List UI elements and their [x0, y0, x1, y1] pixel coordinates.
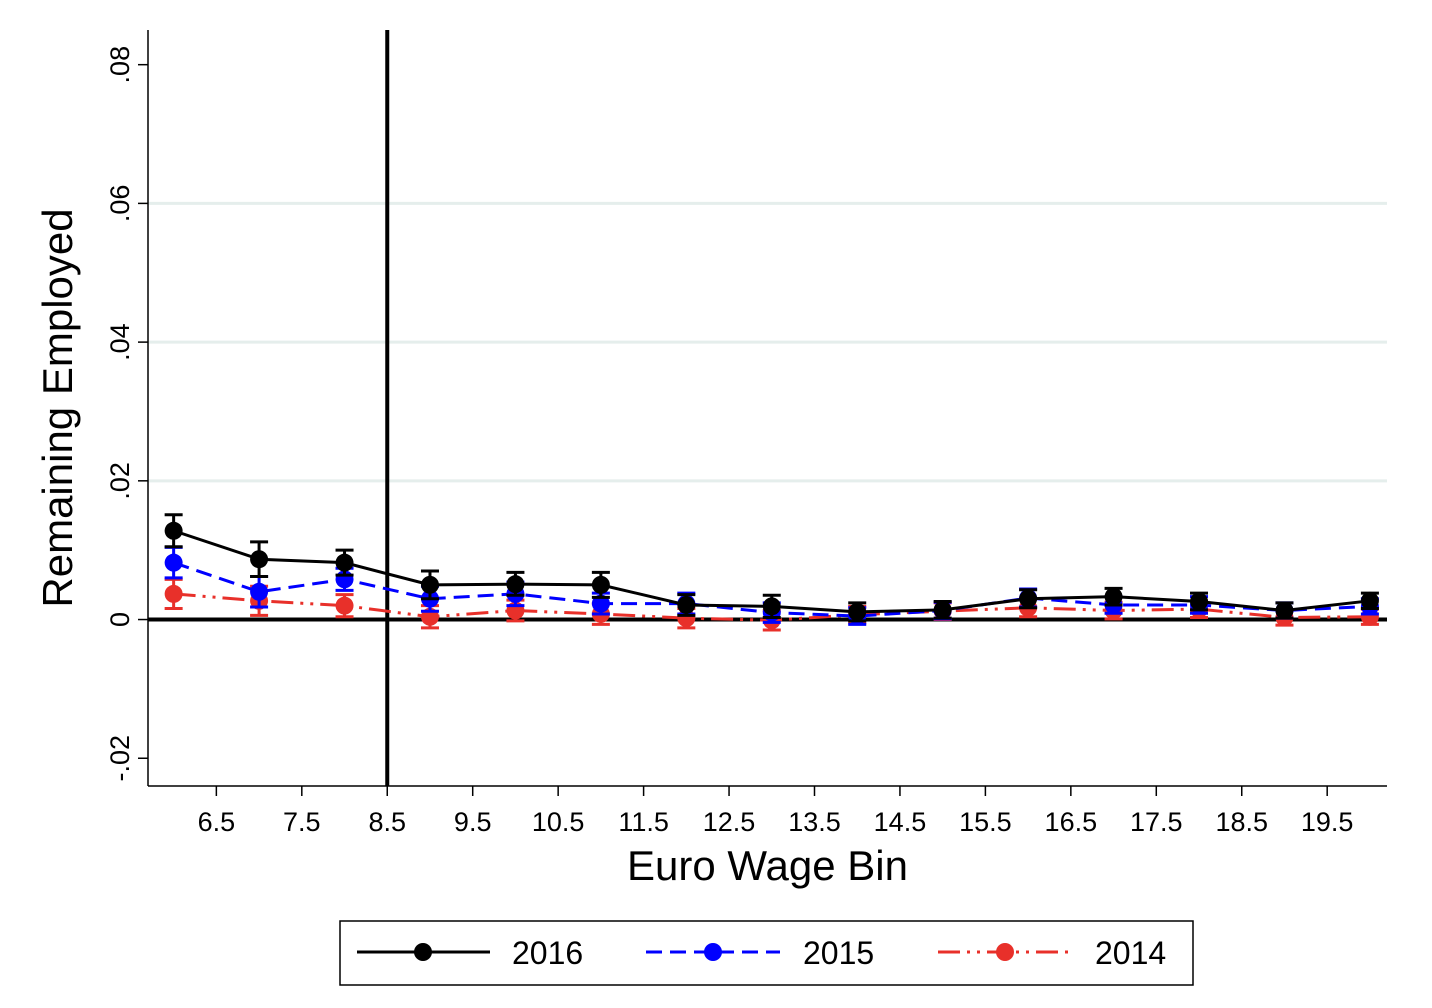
- legend-label: 2015: [803, 935, 874, 971]
- data-point: [762, 597, 781, 616]
- data-point: [1275, 601, 1294, 620]
- x-tick-label: 16.5: [1045, 807, 1098, 837]
- data-point: [506, 575, 525, 594]
- data-point: [677, 595, 696, 614]
- x-tick-label: 6.5: [198, 807, 236, 837]
- x-tick-label: 10.5: [532, 807, 585, 837]
- y-tick-label: .06: [105, 185, 135, 223]
- data-point: [250, 550, 269, 569]
- data-point: [420, 575, 439, 594]
- data-point: [848, 602, 867, 621]
- data-point: [1360, 591, 1379, 610]
- data-point: [1190, 592, 1209, 611]
- x-tick-label: 8.5: [368, 807, 406, 837]
- data-point: [164, 521, 183, 540]
- y-axis-title: Remaining Employed: [34, 208, 81, 607]
- data-point: [1104, 587, 1123, 606]
- legend-label: 2016: [512, 935, 583, 971]
- x-tick-label: 7.5: [283, 807, 321, 837]
- x-axis-title: Euro Wage Bin: [627, 842, 908, 889]
- y-tick-label: .02: [105, 462, 135, 500]
- x-tick-label: 14.5: [874, 807, 927, 837]
- legend-item-2014: 2014: [938, 935, 1166, 971]
- legend: 2016 2015 2014: [339, 920, 1194, 986]
- series-2016: [164, 513, 1379, 623]
- x-tick-label: 11.5: [618, 807, 669, 837]
- data-point: [335, 596, 354, 615]
- series-layer: [164, 513, 1379, 632]
- x-tick-label: 19.5: [1301, 807, 1354, 837]
- x-tick-label: 13.5: [788, 807, 841, 837]
- data-point: [250, 582, 269, 601]
- y-tick-label: 0: [105, 612, 135, 627]
- y-tick-label: -.02: [105, 735, 135, 782]
- data-point: [335, 553, 354, 572]
- legend-marker: [414, 943, 432, 961]
- data-point: [1019, 589, 1038, 608]
- legend-label: 2014: [1095, 935, 1166, 971]
- y-tick-label: .04: [105, 323, 135, 361]
- y-tick-label: .08: [105, 46, 135, 84]
- x-tick-label: 17.5: [1130, 807, 1183, 837]
- data-point: [933, 600, 952, 619]
- data-point: [164, 584, 183, 603]
- axes: -.02 0 .02 .04 .06 .08 6.5 7.5 8.5 9.5 10.5 11.5 12.…: [105, 30, 1387, 837]
- legend-item-2015: 2015: [646, 935, 874, 971]
- data-point: [591, 594, 610, 613]
- x-tick-label: 18.5: [1215, 807, 1268, 837]
- legend-item-2016: 2016: [357, 935, 583, 971]
- gridlines: [148, 201, 1387, 483]
- data-point: [591, 575, 610, 594]
- x-tick-label: 12.5: [703, 807, 756, 837]
- x-tick-label: 9.5: [454, 807, 492, 837]
- legend-marker: [996, 943, 1014, 961]
- data-point: [164, 553, 183, 572]
- x-tick-label: 15.5: [959, 807, 1012, 837]
- legend-marker: [704, 943, 722, 961]
